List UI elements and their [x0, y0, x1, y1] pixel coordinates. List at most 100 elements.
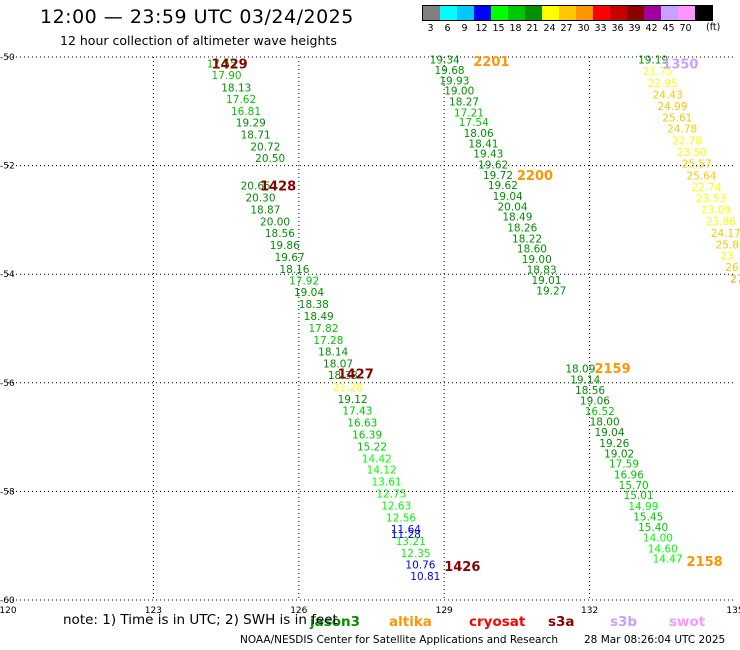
data-point-40: 13.21 [396, 536, 426, 548]
data-point-80: 14.99 [628, 501, 658, 513]
data-point-32: 14.42 [362, 453, 392, 465]
data-point-99: 23.09 [701, 205, 731, 217]
data-point-27: 19.12 [338, 394, 368, 406]
data-point-104: 26 [725, 262, 739, 274]
data-point-62: 18.60 [517, 244, 547, 256]
satellite-label-jason3: jason3 [309, 614, 360, 630]
data-point-71: 16.52 [585, 406, 615, 418]
legend-swatch-11 [610, 6, 627, 20]
data-point-78: 15.70 [619, 480, 649, 492]
chart-subtitle: 12 hour collection of altimeter wave hei… [60, 33, 337, 48]
pass-label-5: 2200 [517, 169, 553, 184]
data-point-37: 12.56 [386, 512, 416, 524]
data-point-50: 17.54 [459, 117, 489, 129]
data-point-29: 16.63 [347, 417, 377, 429]
color-legend: 3 6 9 12 15 18 21 24 27 30 33 36 39 42 45 70 (ft) [422, 5, 720, 34]
data-point-4: 16.81 [231, 106, 261, 118]
data-point-96: 25.64 [687, 170, 717, 182]
data-point-5: 19.29 [236, 118, 266, 130]
legend-label-4: 15 [492, 23, 505, 34]
data-point-65: 19.01 [531, 275, 561, 287]
legend-swatch-3 [474, 6, 491, 20]
x-tick-label-5: 135 [726, 606, 740, 616]
data-point-39: 11.28 [391, 529, 421, 541]
legend-swatch-8 [559, 6, 576, 20]
data-point-19: 18.38 [299, 299, 329, 311]
data-point-34: 13.61 [372, 477, 402, 489]
data-point-24: 18.07 [323, 358, 353, 370]
data-point-95: 25.57 [682, 158, 712, 170]
x-tick-label-3: 129 [436, 606, 453, 616]
data-point-57: 19.04 [493, 191, 523, 203]
data-point-79: 15.01 [624, 490, 654, 502]
data-point-85: 14.47 [653, 554, 683, 566]
data-point-87: 21.75 [643, 66, 673, 78]
legend-swatch-15 [678, 6, 695, 20]
data-point-6: 18.71 [241, 130, 271, 142]
data-point-28: 17.43 [342, 405, 372, 417]
data-point-94: 23.50 [677, 147, 707, 159]
data-point-75: 19.02 [604, 448, 634, 460]
data-point-2: 18.13 [221, 82, 251, 94]
data-point-15: 19.67 [275, 252, 305, 264]
note-text: note: 1) Time is in UTC; 2) SWH is in fe… [63, 612, 338, 628]
legend-unit: (ft) [706, 22, 721, 33]
legend-label-14: 45 [662, 23, 675, 34]
data-point-47: 19.00 [444, 86, 474, 98]
data-point-77: 16.96 [614, 470, 644, 482]
timestamp-text: 28 Mar 08:26:04 UTC 2025 [584, 634, 726, 646]
data-point-54: 19.62 [478, 160, 508, 172]
legend-swatch-6 [525, 6, 542, 20]
data-point-1: 17.90 [212, 70, 242, 82]
legend-swatch-5 [508, 6, 525, 20]
legend-swatch-12 [627, 6, 644, 20]
legend-label-5: 18 [509, 23, 522, 34]
data-point-103: 23 [720, 251, 733, 263]
pass-label-7: 2158 [687, 555, 723, 570]
pass-label-8: 1350 [662, 58, 698, 73]
data-point-25: 18.33 [328, 370, 358, 382]
data-point-105: 27 [730, 274, 740, 286]
x-tick-label-1: 123 [145, 606, 162, 616]
data-point-83: 14.00 [643, 533, 673, 545]
y-tick-label-4: -58 [0, 487, 15, 497]
pass-label-3: 1426 [444, 560, 480, 575]
legend-label-3: 12 [475, 23, 488, 34]
data-point-93: 22.78 [672, 136, 702, 148]
data-point-67: 18.09 [565, 364, 595, 376]
data-point-59: 18.49 [502, 212, 532, 224]
data-point-3: 17.62 [226, 94, 256, 106]
data-point-46: 19.93 [439, 75, 469, 87]
data-point-84: 14.60 [648, 543, 678, 555]
data-point-30: 16.39 [352, 429, 382, 441]
data-point-58: 20.04 [498, 201, 528, 213]
data-point-53: 19.43 [473, 149, 503, 161]
data-point-44: 19.34 [430, 55, 460, 67]
x-tick-label-0: 120 [0, 606, 17, 616]
data-point-17: 17.92 [289, 276, 319, 288]
satellite-label-s3a: s3a [548, 614, 575, 630]
data-point-26: 21.28 [333, 382, 363, 394]
legend-swatch-10 [593, 6, 610, 20]
data-point-51: 18.06 [464, 128, 494, 140]
data-point-88: 22.95 [648, 78, 678, 90]
data-point-55: 19.72 [483, 170, 513, 182]
legend-swatch-7 [542, 6, 559, 20]
data-point-38: 11.64 [391, 524, 421, 536]
data-point-33: 14.12 [367, 465, 397, 477]
data-point-10: 20.30 [245, 193, 275, 205]
legend-swatch-9 [576, 6, 593, 20]
legend-swatch-13 [644, 6, 661, 20]
data-point-16: 18.16 [279, 264, 309, 276]
y-tick-label-5: -60 [0, 596, 15, 606]
data-point-0: 17.55 [207, 59, 237, 71]
data-point-7: 20.72 [250, 142, 280, 154]
data-point-43: 10.81 [410, 571, 440, 583]
satellite-label-altika: altika [389, 614, 432, 630]
y-tick-label-1: -52 [0, 162, 15, 172]
data-point-60: 18.26 [507, 223, 537, 235]
legend-label-6: 21 [526, 23, 539, 34]
legend-label-10: 33 [594, 23, 607, 34]
data-point-92: 24.78 [667, 124, 697, 136]
